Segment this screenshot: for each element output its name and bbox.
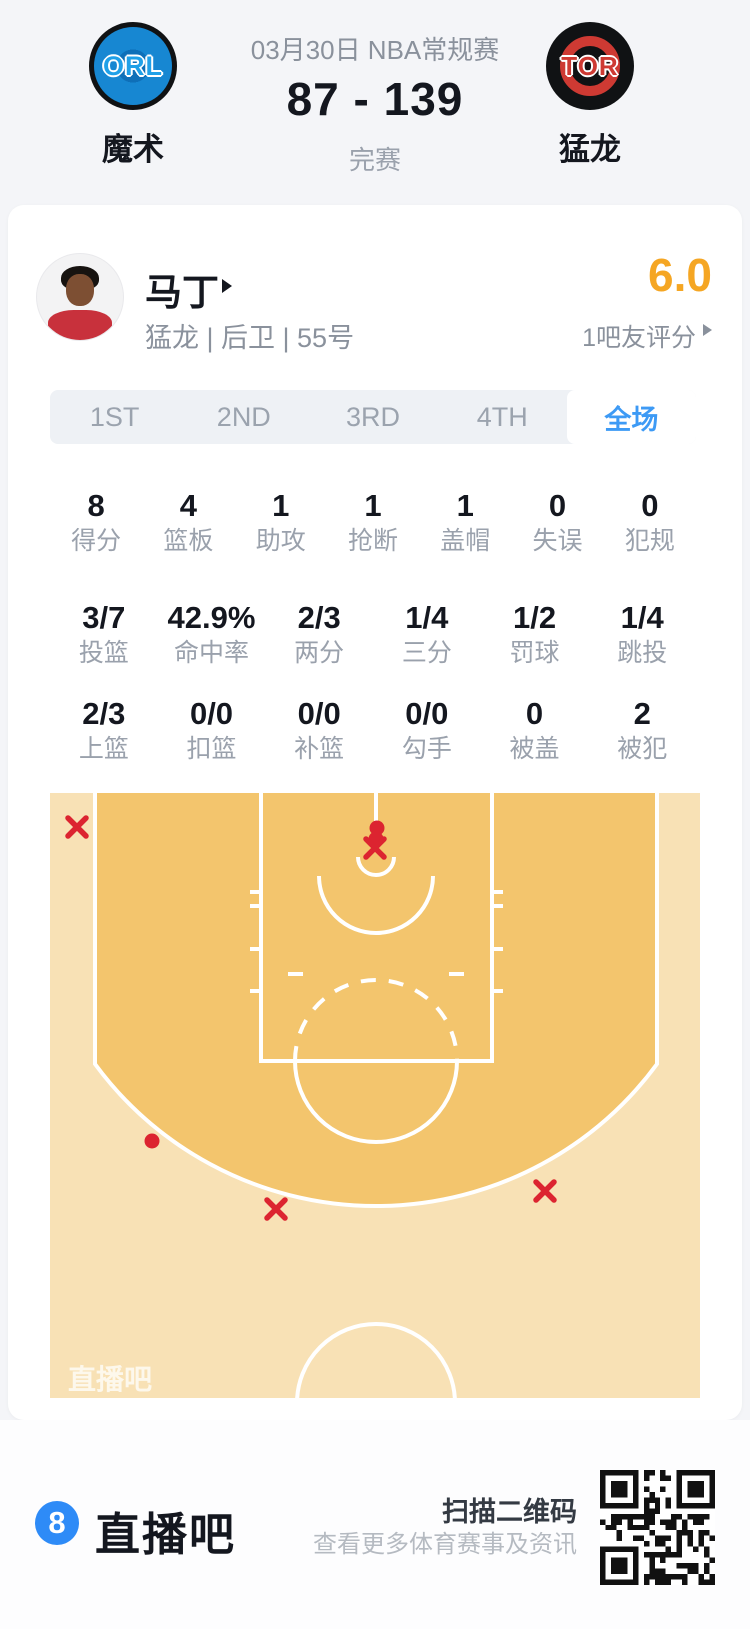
stat-fouls: 0 犯规 [624, 488, 675, 555]
player-meta: 猛龙 | 后卫 | 55号 [145, 323, 355, 353]
tab-3rd[interactable]: 3RD [346, 401, 401, 432]
made-shot-marker [144, 1133, 160, 1149]
tab-4th[interactable]: 4TH [476, 401, 528, 432]
stat-fg-pct: 42.9% 命中率 [167, 600, 256, 667]
restricted-arc [356, 856, 396, 877]
player-expand-arrow-icon[interactable] [222, 279, 232, 293]
lane-hash-marks-left [250, 890, 261, 993]
stat-dunk: 0/0 扣篮 [186, 696, 237, 763]
stat-fg: 3/7 投篮 [78, 600, 129, 667]
stats-row-shooting: 3/7 投篮 42.9% 命中率 2/3 两分 1/4 三分 1/2 罚球 1/4 跳投 [50, 600, 696, 670]
court-watermark: 直播吧 [68, 1364, 152, 1395]
tab-full-game[interactable]: 全场 [566, 390, 697, 444]
game-score: 87 - 139 [286, 73, 464, 125]
away-team-abbr: TOR [561, 50, 619, 81]
avatar-jersey [48, 310, 112, 340]
shot-chart-court: 直播吧 [50, 793, 700, 1398]
home-team-logo: ORL [89, 22, 177, 110]
home-team-name: 魔术 [102, 132, 164, 167]
player-avatar[interactable] [36, 253, 124, 341]
stat-blocks: 1 盖帽 [440, 488, 491, 555]
shot-markers [65, 815, 557, 1221]
stat-jumpshot: 1/4 跳投 [617, 600, 668, 667]
brand-logo-icon[interactable]: 8 [35, 1501, 79, 1545]
quarter-tabbar: 1ST 2ND 3RD 4TH 全场 [50, 390, 697, 444]
qr-subtitle: 查看更多体育赛事及资讯 [313, 1531, 577, 1558]
tab-1st[interactable]: 1ST [89, 401, 140, 432]
away-team[interactable]: TOR 猛龙 [500, 22, 680, 169]
stat-assists: 1 助攻 [255, 488, 306, 555]
three-point-line [93, 793, 659, 1209]
lane-hash-marks-right [492, 890, 503, 993]
stats-row-shot-types: 2/3 上篮 0/0 扣篮 0/0 补篮 0/0 勾手 0 被盖 2 被犯 [50, 696, 696, 766]
stat-putback: 0/0 补篮 [294, 696, 345, 763]
home-team[interactable]: ORL 魔术 [43, 22, 223, 169]
court-inner-area [95, 793, 657, 1207]
avatar-face [66, 274, 94, 306]
game-status: 完赛 [348, 145, 401, 175]
lane-lines [259, 793, 494, 1063]
center-circle [295, 1322, 457, 1398]
qr-title: 扫描二维码 [442, 1497, 577, 1527]
stat-points: 8 得分 [71, 488, 122, 555]
brand-name[interactable]: 直播吧 [95, 1509, 237, 1560]
away-team-logo: TOR [546, 22, 634, 110]
away-logo-ring [560, 36, 620, 96]
player-rating: 6.0 [648, 249, 712, 301]
stat-ft: 1/2 罚球 [509, 600, 560, 667]
rating-label[interactable]: 1吧友评分 [582, 324, 696, 352]
qr-caption: 扫描二维码 查看更多体育赛事及资讯 [313, 1496, 577, 1560]
free-throw-circle-bottom [293, 1060, 459, 1144]
stats-row-basic: 8 得分 4 篮板 1 助攻 1 抢断 1 盖帽 0 失误 0 犯规 [50, 488, 696, 558]
tab-2nd[interactable]: 2ND [216, 401, 271, 432]
missed-shot-marker [363, 836, 387, 860]
stat-3pt: 1/4 三分 [401, 600, 452, 667]
missed-shot-marker [264, 1197, 288, 1221]
competition-title: 03月30日 NBA常规赛 [250, 35, 500, 65]
made-shot-marker [369, 820, 385, 836]
missed-shot-marker [65, 815, 89, 839]
home-team-abbr: ORL [103, 50, 163, 81]
away-team-name: 猛龙 [559, 132, 621, 167]
stat-hook: 0/0 勾手 [401, 696, 452, 763]
stat-steals: 1 抢断 [347, 488, 398, 555]
stat-layup: 2/3 上篮 [78, 696, 129, 763]
low-post-arc [317, 875, 435, 935]
qr-code[interactable] [600, 1470, 715, 1585]
free-throw-circle-top [293, 978, 459, 1062]
stat-2pt: 2/3 两分 [294, 600, 345, 667]
stat-blocked: 0 被盖 [509, 696, 560, 763]
rating-arrow-icon[interactable] [703, 324, 712, 336]
missed-shot-marker [533, 1179, 557, 1203]
player-name[interactable]: 马丁 [145, 272, 219, 313]
stat-turnovers: 0 失误 [532, 488, 583, 555]
stat-fouled: 2 被犯 [617, 696, 668, 763]
stat-rebounds: 4 篮板 [163, 488, 214, 555]
